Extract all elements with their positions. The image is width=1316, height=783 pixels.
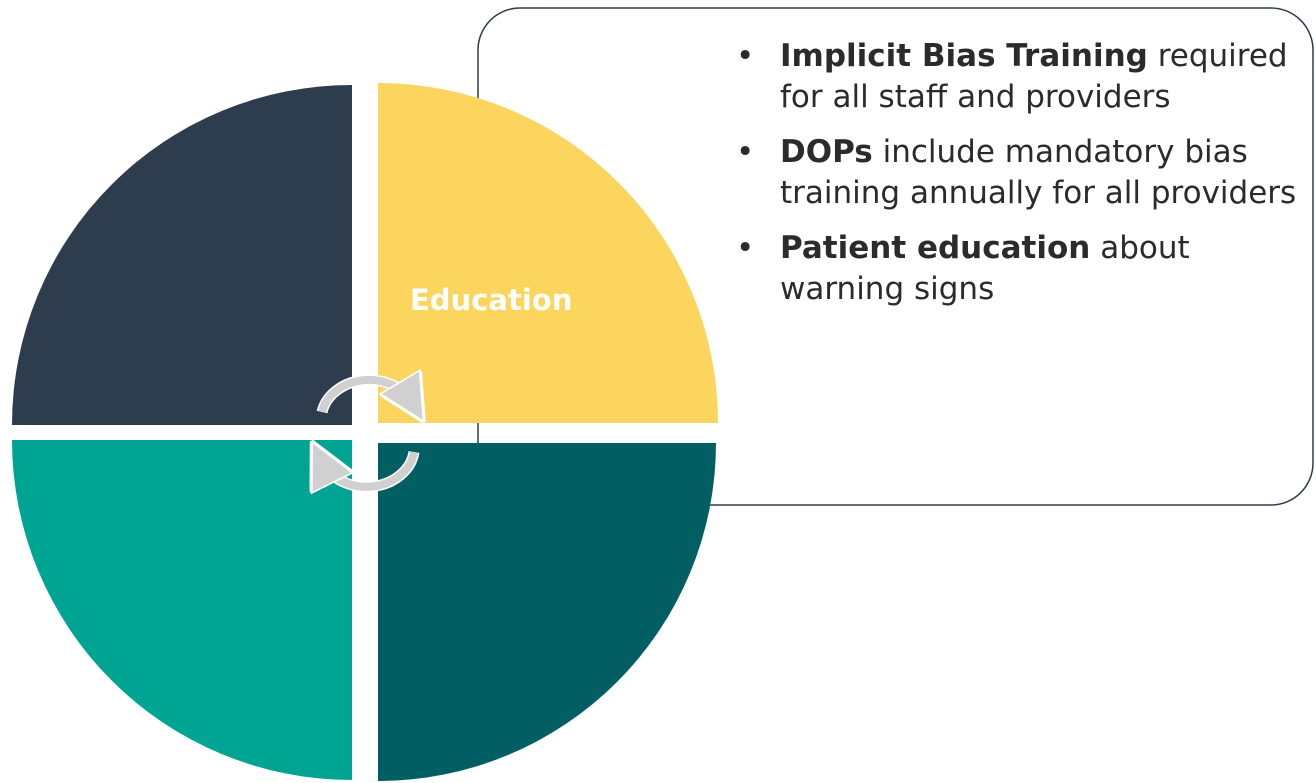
quadrant-top-left: [12, 85, 352, 425]
bullet-dot: •: [736, 134, 755, 170]
bullet-text: about warning signs: [780, 230, 1190, 307]
bullet-item: • DOPs include mandatory bias training an…: [736, 132, 1314, 214]
quadrant-bottom-left: [12, 440, 352, 780]
bullet-item: • Patient education about warning signs: [736, 228, 1314, 310]
bullet-bold: Implicit Bias Training: [780, 38, 1148, 74]
bullet-text: required for all staff and providers: [780, 38, 1288, 115]
bullet-dot: •: [736, 230, 755, 266]
bullet-text: include mandatory bias training annually…: [780, 134, 1297, 211]
cycle-arrows: [322, 380, 414, 487]
quadrant-label: Education: [410, 283, 573, 317]
bullet-bold: DOPs: [780, 134, 873, 170]
quadrant-top-right: [378, 83, 718, 423]
bullet-dot: •: [736, 38, 755, 74]
bullet-list: • Implicit Bias Training required for all…: [736, 36, 1314, 324]
bullet-item: • Implicit Bias Training required for all…: [736, 36, 1314, 118]
bullet-bold: Patient education: [780, 230, 1091, 266]
quadrant-bottom-right: [378, 443, 716, 781]
